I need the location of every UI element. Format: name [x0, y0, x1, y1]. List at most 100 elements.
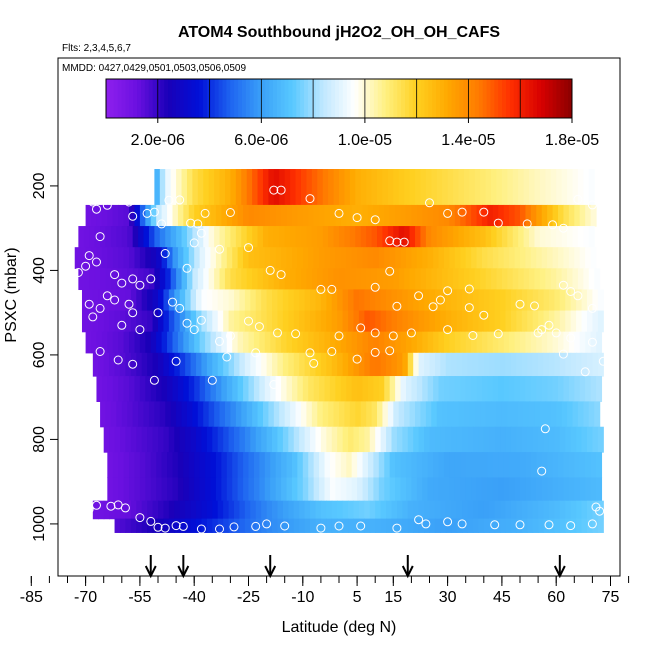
heatmap-cell [190, 289, 197, 312]
heatmap-cell [525, 477, 532, 502]
heatmap-cell [337, 518, 344, 533]
colorbar-tick-label: 1.4e-05 [441, 132, 495, 149]
heatmap-cell [563, 376, 570, 402]
heatmap-cell [386, 352, 393, 377]
heatmap-cell [224, 226, 231, 248]
heatmap-cell [355, 226, 362, 248]
heatmap-cell [219, 401, 226, 428]
observation-point [269, 185, 279, 195]
heatmap-cell [139, 331, 146, 354]
heatmap-cell [443, 452, 451, 479]
heatmap-cell [590, 247, 597, 269]
heatmap-cell [556, 401, 563, 428]
heatmap-cell [246, 401, 253, 428]
heatmap-cell [586, 310, 593, 333]
heatmap-cell [272, 426, 279, 453]
heatmap-cell [500, 518, 507, 533]
heatmap-cell [259, 376, 266, 402]
heatmap-cell [469, 401, 476, 428]
heatmap-cell [500, 352, 507, 377]
observation-point [464, 284, 474, 294]
observation-point [92, 500, 101, 510]
heatmap-cell [429, 352, 436, 377]
heatmap-cell [378, 204, 385, 227]
heatmap-cell [130, 352, 137, 377]
heatmap-cell [252, 268, 259, 291]
heatmap-cell [415, 226, 422, 248]
observation-point [327, 347, 337, 356]
heatmap-cell [476, 204, 483, 227]
heatmap-cell [340, 376, 347, 402]
heatmap-cell [472, 426, 479, 453]
heatmap-cell [127, 268, 134, 291]
heatmap-cell [382, 226, 389, 248]
heatmap-cell [284, 169, 291, 206]
heatmap-cell [375, 500, 382, 520]
observation-point [558, 349, 568, 359]
heatmap-cell [355, 169, 362, 206]
heatmap-cell [299, 518, 306, 533]
heatmap-cell [107, 204, 114, 227]
heatmap-cell [138, 401, 145, 428]
heatmap-cell [223, 310, 230, 333]
heatmap-cell [194, 331, 201, 354]
observation-point [95, 347, 105, 356]
heatmap-cell [161, 452, 168, 479]
colorbar-strip [498, 79, 503, 118]
heatmap-cell [174, 426, 181, 453]
heatmap-cell [167, 376, 174, 402]
heatmap-cell [291, 247, 298, 269]
heatmap-cell [380, 518, 387, 533]
heatmap-cell [114, 289, 121, 312]
heatmap-cell [237, 452, 244, 479]
heatmap-cell [172, 477, 179, 502]
heatmap-cell [156, 376, 163, 402]
heatmap-cell [317, 268, 324, 291]
heatmap-cell [416, 247, 423, 269]
heatmap-cell [190, 518, 197, 533]
heatmap-cell [407, 289, 414, 312]
heatmap-cell [340, 204, 347, 227]
heatmap-cell [326, 352, 333, 377]
heatmap-cell [158, 500, 165, 520]
heatmap-cell [295, 226, 302, 248]
heatmap-cell [152, 500, 159, 520]
heatmap-cell [539, 401, 546, 428]
heatmap-cell [545, 268, 552, 291]
heatmap-cell [556, 169, 563, 206]
heatmap-cell [262, 401, 270, 428]
observation-point [128, 308, 138, 318]
heatmap-cell [357, 247, 364, 269]
heatmap-cell [360, 169, 367, 206]
heatmap-cell [474, 226, 481, 248]
heatmap-cell [186, 169, 193, 206]
colorbar-strip [346, 79, 352, 118]
heatmap-cell [491, 226, 498, 248]
heatmap-cell [411, 376, 418, 402]
heatmap-cell [257, 401, 264, 428]
observation-point [273, 328, 282, 338]
heatmap-cell [192, 169, 199, 206]
heatmap-cell [170, 169, 177, 206]
flight-arrow [177, 555, 190, 579]
heatmap-cell [185, 310, 192, 333]
heatmap-cell [244, 352, 251, 377]
observation-point [544, 320, 554, 330]
heatmap-cell [592, 426, 599, 453]
heatmap-cell [536, 376, 543, 402]
heatmap-cell [586, 518, 593, 533]
observation-point [196, 315, 206, 325]
heatmap-cell [199, 477, 206, 502]
heatmap-cell [548, 289, 555, 312]
heatmap-cell [293, 518, 300, 533]
heatmap-cell [248, 376, 255, 402]
heatmap-cell [235, 226, 242, 248]
heatmap-cell [449, 247, 456, 269]
heatmap-cell [418, 289, 425, 312]
colorbar-strip [494, 79, 499, 118]
heatmap-cell [326, 500, 333, 520]
heatmap-cell [143, 401, 150, 428]
heatmap-cell [154, 401, 161, 428]
heatmap-cell [101, 376, 108, 402]
heatmap-cell [567, 401, 574, 428]
